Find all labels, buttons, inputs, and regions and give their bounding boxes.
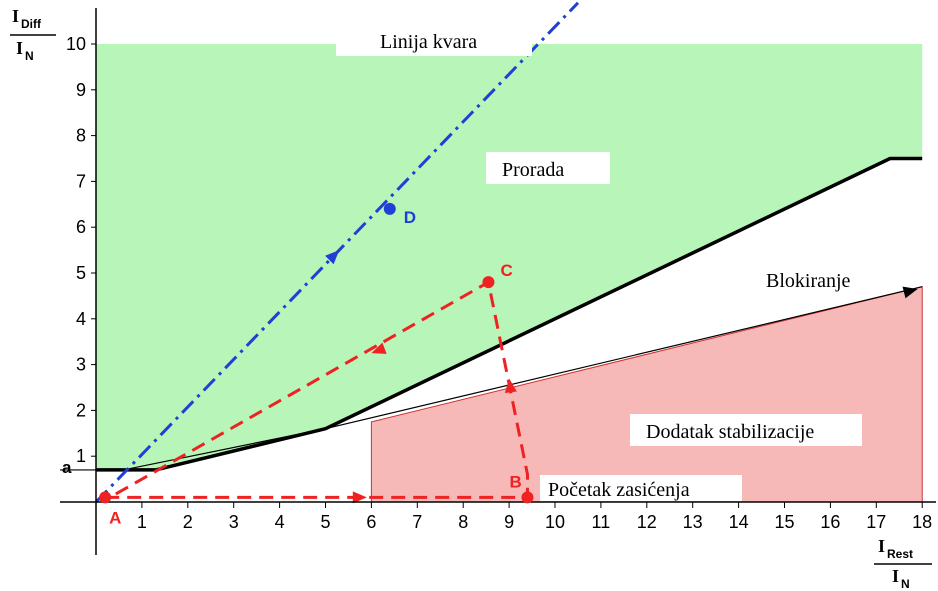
y-axis-label: I Diff I N [10,6,56,63]
y-tick-label: 5 [76,263,86,283]
x-tick-label: 4 [275,512,285,532]
y-tick-label: 1 [76,446,86,466]
y-label-den: I [16,38,23,58]
y-tick-label: 6 [76,217,86,237]
y-tick-label: 10 [66,34,86,54]
point-label-c: C [500,261,512,280]
x-axis-label: I Rest I N [874,536,932,591]
x-tick-label: 16 [820,512,840,532]
y-tick-label: 2 [76,400,86,420]
point-a [99,491,111,503]
x-tick-label: 6 [366,512,376,532]
y-marker-a-label: a [62,458,72,477]
x-label-den: I [892,566,899,586]
y-label-den-sub: N [25,49,34,63]
y-label-num: I [12,6,19,26]
x-tick-label: 5 [320,512,330,532]
y-tick-label: 8 [76,126,86,146]
x-tick-label: 10 [545,512,565,532]
x-tick-label: 14 [729,512,749,532]
operate-region-label: Prorada [502,159,564,181]
y-tick-label: 3 [76,355,86,375]
blocking-label: Blokiranje [766,270,851,292]
point-label-d: D [404,208,416,227]
fault-line-label: Linija kvara [380,31,477,53]
y-tick-label: 7 [76,171,86,191]
x-tick-label: 17 [866,512,886,532]
saturation-start-label: Početak zasićenja [548,479,690,501]
x-tick-label: 11 [592,512,611,532]
point-c [482,276,494,288]
point-d [384,203,396,215]
x-tick-label: 18 [912,512,932,532]
y-tick-label: 4 [76,309,86,329]
y-label-num-sub: Diff [21,17,42,31]
point-label-a: A [109,508,121,527]
x-tick-label: 7 [412,512,422,532]
point-b [521,491,533,503]
x-label-num: I [878,536,885,556]
x-tick-label: 1 [137,512,147,532]
point-label-b: B [509,472,521,491]
x-tick-label: 8 [458,512,468,532]
x-tick-label: 13 [683,512,703,532]
add-stabilization-label: Dodatak stabilizacije [646,421,814,443]
x-tick-label: 2 [183,512,193,532]
x-tick-label: 15 [774,512,794,532]
y-tick-label: 9 [76,80,86,100]
x-label-num-sub: Rest [887,547,913,561]
x-tick-label: 12 [637,512,657,532]
x-tick-label: 3 [229,512,239,532]
x-label-den-sub: N [901,577,910,591]
x-tick-label: 9 [504,512,514,532]
